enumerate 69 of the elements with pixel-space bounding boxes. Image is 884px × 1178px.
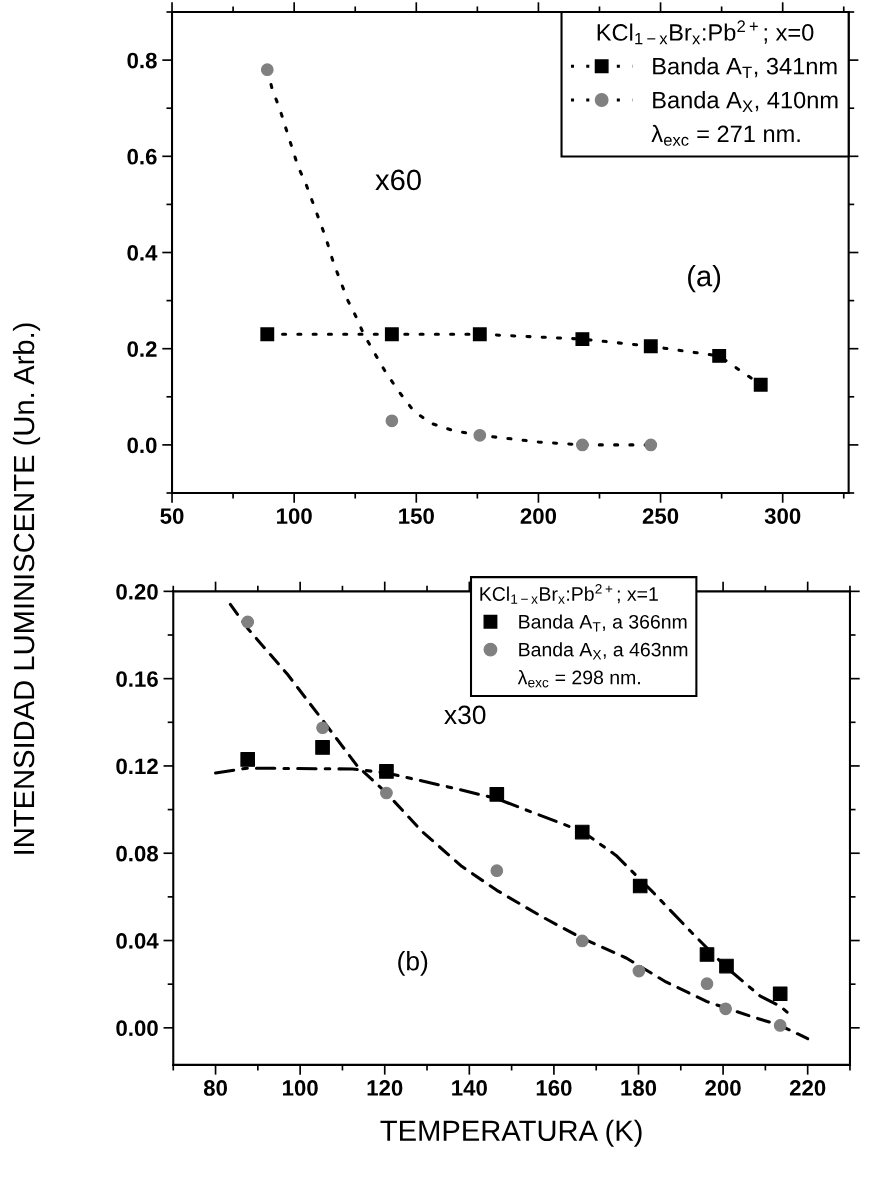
y-tick-label: 0.0: [127, 437, 157, 454]
point: [699, 947, 715, 962]
point: [719, 958, 734, 974]
point: [489, 786, 505, 802]
x-tick-label: 80: [203, 1080, 228, 1096]
point: [772, 986, 788, 1002]
point: [385, 414, 399, 428]
point: [719, 1002, 732, 1016]
y-tick-label: 0.12: [116, 758, 158, 775]
point: [644, 438, 658, 452]
point: [574, 824, 590, 840]
legend-title: KCl$_{1−x}$Br$_{x}$:Pb$^{2+}$; x=1: [480, 584, 658, 604]
x-tick-label: 200: [520, 508, 557, 524]
y-tick-label: 0.2: [127, 341, 157, 357]
point: [240, 752, 256, 767]
point: [575, 934, 589, 948]
point: [472, 327, 487, 342]
point: [712, 348, 727, 363]
legend-label: Banda A$_{X}$, a 463nm: [519, 642, 688, 660]
x-tick-label: 150: [399, 508, 434, 524]
y-tick-label: 0.8: [127, 52, 157, 69]
point: [700, 977, 714, 991]
point: [380, 786, 393, 800]
x-tick-label: 100: [283, 1080, 318, 1096]
point: [632, 878, 648, 894]
annotation: λ$_{exc}$ = 298 nm.: [517, 670, 640, 688]
x-tick-label: 120: [367, 1080, 403, 1096]
annotation: (b): [398, 951, 428, 976]
point: [384, 327, 399, 342]
point: [575, 332, 590, 347]
point: [260, 63, 274, 77]
point: [643, 339, 658, 354]
point: [773, 1019, 787, 1032]
x-tick-label: 160: [536, 1080, 572, 1096]
point: [315, 740, 330, 755]
y-axis-title: INTENSIDAD LUMINISCENTE (Un. Arb.): [12, 323, 41, 854]
x-tick-label: 140: [452, 1080, 487, 1096]
point: [241, 615, 255, 629]
annotation: x60: [375, 169, 421, 191]
x-tick-label: 180: [621, 1080, 657, 1096]
y-tick-label: 0.00: [116, 1020, 158, 1037]
annotation: x30: [444, 705, 486, 725]
x-tick-label: 100: [277, 508, 312, 524]
point: [632, 964, 646, 978]
x-tick-label: 250: [642, 508, 679, 524]
annotation: λ$_{exc}$ = 271 nm.: [651, 124, 800, 146]
point: [490, 864, 504, 878]
x-tick-label: 200: [705, 1080, 741, 1096]
point: [316, 721, 329, 735]
legend-title: KCl$_{1−x}$Br$_{x}$:Pb$^{2+}$; x=0: [597, 20, 814, 45]
y-tick-label: 0.20: [116, 583, 158, 600]
point: [753, 377, 768, 392]
annotation: (a): [688, 265, 721, 293]
y-tick-label: 0.4: [127, 245, 158, 261]
point: [576, 438, 589, 452]
x-tick-label: 300: [764, 508, 801, 524]
y-tick-label: 0.16: [116, 671, 158, 687]
point: [260, 327, 275, 342]
y-tick-label: 0.04: [116, 933, 159, 949]
y-tick-label: 0.08: [116, 845, 158, 862]
x-axis-title: TEMPERATURA (K): [380, 1119, 642, 1147]
point: [473, 428, 487, 442]
y-tick-label: 0.6: [127, 148, 157, 165]
x-tick-label: 220: [789, 1080, 826, 1096]
legend-label: Banda A$_{T}$, a 366nm: [519, 614, 687, 632]
x-tick-label: 50: [160, 508, 184, 524]
legend-label: Banda A$_{X}$, 410nm: [653, 91, 838, 112]
legend-label: Banda A$_{T}$, 341nm: [653, 57, 837, 79]
point: [379, 764, 394, 779]
